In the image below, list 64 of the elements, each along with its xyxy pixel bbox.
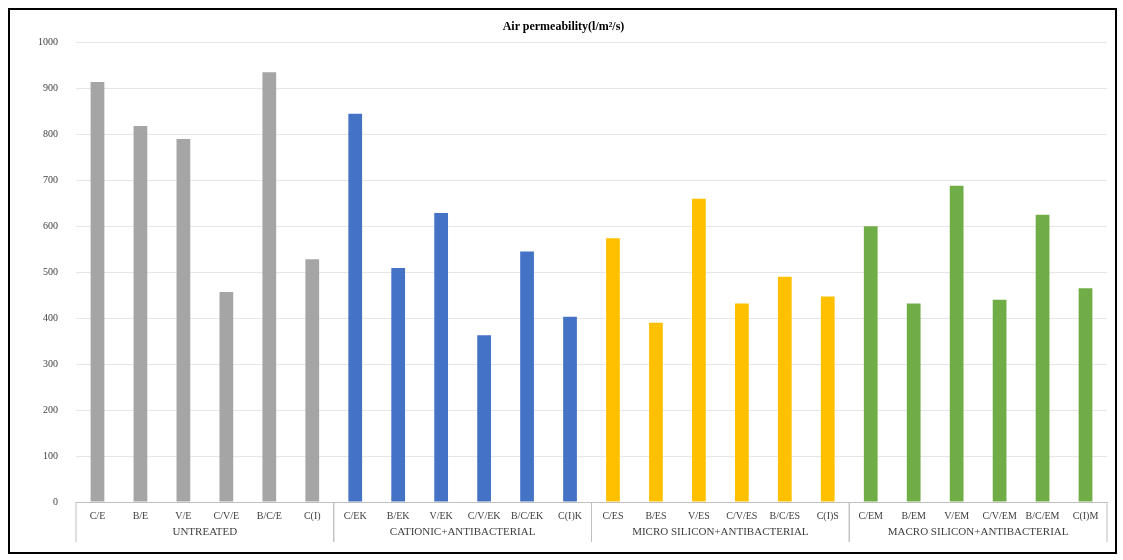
x-tick-label: B/C/ES xyxy=(769,509,801,521)
x-tick-label: V/EK xyxy=(429,509,454,521)
bar xyxy=(992,299,1007,502)
bar xyxy=(477,335,491,502)
y-tick-label: 400 xyxy=(43,311,58,323)
bar xyxy=(863,226,878,502)
x-tick-label: C/V/EM xyxy=(982,509,1017,521)
bar xyxy=(219,291,234,502)
y-tick-label: 500 xyxy=(43,265,58,277)
y-tick-label: 1000 xyxy=(38,36,58,48)
bar xyxy=(734,303,749,502)
x-tick-label: B/EM xyxy=(901,509,927,521)
bar xyxy=(305,259,320,502)
x-tick-label: C/EM xyxy=(858,509,884,521)
text: CATIONIC+ANTIBACTERIAL xyxy=(389,524,536,537)
x-tick-label: C/EK xyxy=(343,509,368,521)
bar xyxy=(391,268,406,502)
x-tick-label: B/C/EK xyxy=(510,509,544,521)
y-tick-label: 300 xyxy=(43,357,58,369)
bar xyxy=(649,322,663,502)
x-tick-label: B/C/E xyxy=(256,509,282,521)
bar xyxy=(434,212,449,502)
x-tick-label: C(I)M xyxy=(1072,509,1099,522)
bar xyxy=(563,316,577,502)
x-tick-label: V/E xyxy=(175,509,192,521)
x-tick-label: C/V/ES xyxy=(726,509,758,521)
bar xyxy=(949,185,964,502)
y-tick-label: 800 xyxy=(43,127,58,139)
y-tick-label: 0 xyxy=(53,495,58,507)
x-tick-label: B/ES xyxy=(645,509,667,521)
bar xyxy=(692,198,706,502)
x-tick-label: C(I)K xyxy=(558,509,583,522)
y-tick-label: 200 xyxy=(43,403,58,415)
x-tick-label: C(I) xyxy=(303,509,321,522)
x-tick-label: C(I)S xyxy=(816,509,839,522)
text: MACRO SILICON+ANTIBACTERIAL xyxy=(887,524,1069,537)
text: MICRO SILICON+ANTIBACTERIAL xyxy=(632,524,809,537)
bar xyxy=(133,126,148,502)
x-tick-label: C/E xyxy=(89,509,106,521)
x-tick-label: V/EM xyxy=(944,509,970,521)
text: UNTREATED xyxy=(172,524,238,537)
x-tick-label: B/E xyxy=(132,509,149,521)
bar xyxy=(606,238,620,502)
chart-title: Air permeability(l/m²/s) xyxy=(502,19,625,34)
bar xyxy=(348,113,363,502)
bar xyxy=(1035,214,1050,502)
bar xyxy=(906,303,921,502)
bar xyxy=(262,72,277,502)
x-tick-label: C/V/EK xyxy=(467,509,502,521)
x-tick-label: B/C/EM xyxy=(1025,509,1060,521)
bar xyxy=(176,138,191,502)
y-tick-label: 600 xyxy=(43,219,58,231)
bar xyxy=(520,251,534,502)
y-tick-label: 900 xyxy=(43,81,58,93)
x-tick-label: C/V/E xyxy=(213,509,240,521)
y-tick-label: 700 xyxy=(43,173,58,185)
x-tick-label: C/ES xyxy=(602,509,624,521)
bar xyxy=(777,276,792,502)
x-tick-label: B/EK xyxy=(386,509,411,521)
bar xyxy=(1078,288,1093,502)
bar xyxy=(90,81,105,502)
x-tick-label: V/ES xyxy=(688,509,710,521)
bar xyxy=(820,296,835,502)
y-tick-label: 100 xyxy=(43,449,58,461)
